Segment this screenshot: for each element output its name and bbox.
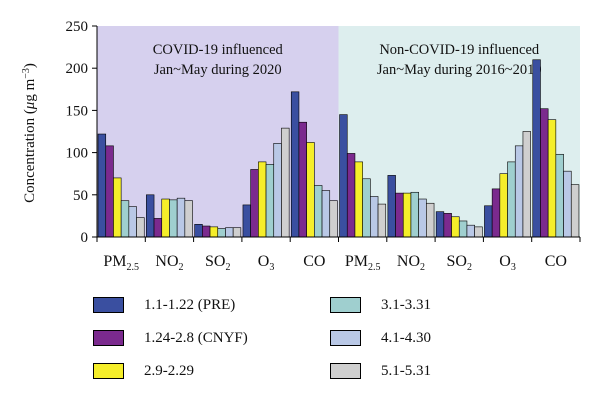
bar <box>146 194 155 238</box>
y-tick-label: 150 <box>66 103 89 119</box>
bar <box>136 217 145 238</box>
x-tick-label: O3 <box>258 253 275 273</box>
covid-region-title-line1: COVID-19 influenced <box>153 42 284 58</box>
bars-group <box>97 59 580 238</box>
bar <box>402 192 412 238</box>
bar <box>265 164 275 238</box>
bar <box>306 142 315 238</box>
bar <box>410 191 419 238</box>
bar <box>120 200 130 238</box>
bar <box>522 131 531 238</box>
bar <box>194 224 203 238</box>
bar <box>377 203 387 238</box>
bar <box>532 59 541 238</box>
bar <box>217 228 226 238</box>
y-axis-ticks: 0 50 100 150 200 250 <box>66 19 97 246</box>
bar <box>169 199 178 238</box>
bar <box>451 216 460 238</box>
bar <box>209 226 219 238</box>
bar <box>426 202 435 238</box>
y-axis-label-mu: μ <box>22 101 38 110</box>
bar <box>258 161 267 238</box>
bar <box>321 190 331 238</box>
bar <box>273 143 282 238</box>
x-tick-label: NO2 <box>155 253 183 273</box>
covid-region-title-line2: Jan~May during 2020 <box>154 62 282 78</box>
bar <box>339 114 348 238</box>
y-axis-label-unit: g m <box>22 78 38 101</box>
bar <box>458 220 468 238</box>
y-axis-label-close: ) <box>22 63 38 68</box>
bar <box>499 173 508 238</box>
bar <box>395 192 404 238</box>
bar <box>507 161 516 238</box>
bar <box>202 225 211 238</box>
x-tick-label: O3 <box>499 253 516 273</box>
bar <box>184 200 193 238</box>
x-tick-label: NO2 <box>397 253 425 273</box>
non-covid-region-title-line2: Jan~May during 2016~2019 <box>377 62 542 78</box>
y-axis-label-main: Concentration ( <box>22 109 38 203</box>
bar <box>281 127 290 238</box>
bar <box>555 153 564 238</box>
bar <box>329 200 338 238</box>
x-tick-label: CO <box>303 253 325 270</box>
bar <box>466 224 475 238</box>
y-tick-label: 250 <box>66 19 89 35</box>
bar <box>97 133 107 238</box>
non-covid-region-title-line1: Non-COVID-19 influenced <box>379 42 540 58</box>
bar <box>298 121 307 238</box>
bar <box>370 196 379 238</box>
bar <box>484 205 493 238</box>
bar <box>547 119 557 238</box>
bar <box>435 211 445 238</box>
x-tick-label: SO2 <box>447 253 472 273</box>
bar <box>491 188 501 238</box>
bar <box>418 198 427 238</box>
x-tick-label: PM2.5 <box>103 253 139 273</box>
bar <box>443 213 452 238</box>
bar <box>128 206 137 238</box>
bar <box>290 91 300 238</box>
bar <box>540 108 549 238</box>
x-axis-ticks: PM2.5 NO2 SO2 O3 CO PM2.5 NO2 SO2 O3 CO <box>96 237 581 273</box>
x-tick-label: CO <box>545 253 567 270</box>
bar <box>570 184 580 238</box>
bar <box>563 170 572 238</box>
bar <box>113 177 122 238</box>
y-axis-label: Concentration (μg m−3) <box>21 63 39 203</box>
bar <box>242 204 251 238</box>
bar <box>314 185 323 238</box>
bar <box>250 169 259 238</box>
y-tick-label: 200 <box>66 61 89 77</box>
bar <box>346 153 356 238</box>
x-tick-label: SO2 <box>205 253 230 273</box>
bar <box>514 145 524 238</box>
bar <box>176 197 186 238</box>
bar <box>362 178 371 238</box>
bar <box>474 226 483 238</box>
y-tick-label: 0 <box>81 230 89 246</box>
x-tick-label: PM2.5 <box>345 253 381 273</box>
bar <box>232 227 242 238</box>
y-tick-label: 50 <box>73 188 88 204</box>
bar <box>153 218 163 238</box>
y-axis-label-exp: −3 <box>21 68 32 79</box>
bar <box>354 161 363 238</box>
bar <box>387 175 396 238</box>
y-tick-label: 100 <box>66 146 89 162</box>
bar <box>105 145 114 238</box>
bar <box>225 227 234 238</box>
bar <box>161 198 170 238</box>
